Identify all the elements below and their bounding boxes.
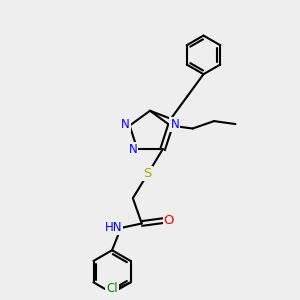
Text: O: O bbox=[164, 214, 174, 227]
Text: N: N bbox=[129, 143, 137, 156]
Text: S: S bbox=[143, 167, 152, 180]
Text: N: N bbox=[121, 118, 130, 130]
Text: N: N bbox=[170, 118, 179, 130]
Text: Cl: Cl bbox=[106, 282, 118, 295]
Text: HN: HN bbox=[105, 221, 122, 234]
